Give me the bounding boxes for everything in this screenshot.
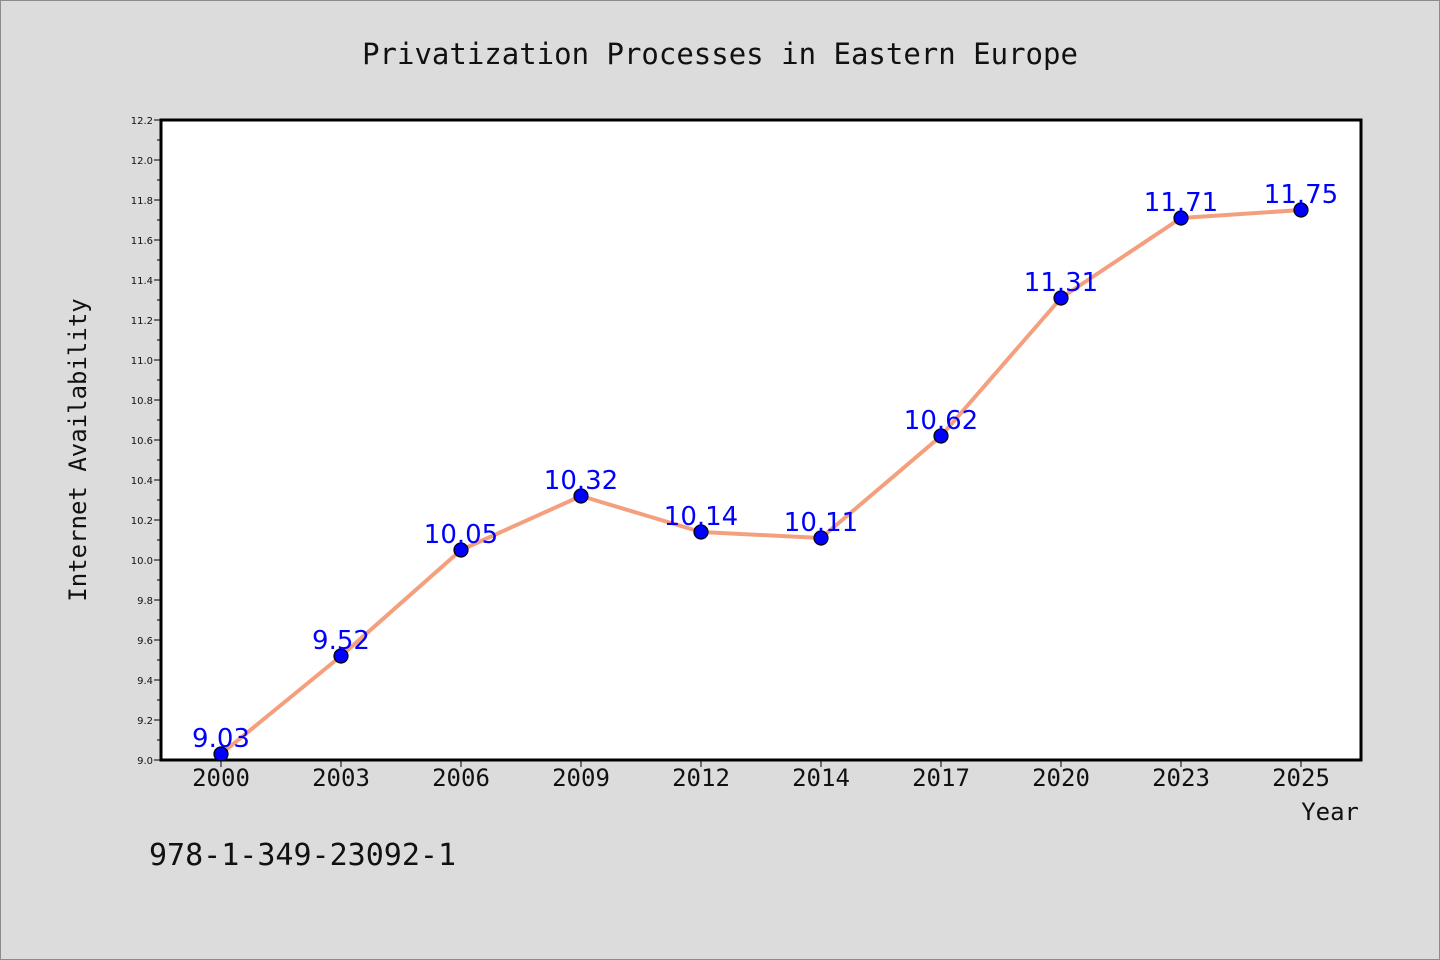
data-point [1293,202,1309,218]
x-axis-label: Year [1301,798,1359,826]
x-tick-label: 2009 [552,764,610,792]
y-tick-label: 10.2 [131,516,153,527]
x-tick-label: 2020 [1032,764,1090,792]
data-label: 11.31 [1024,268,1098,298]
data-point [453,542,469,558]
y-tick-label: 10.0 [131,556,153,567]
data-point [573,488,589,504]
data-point [1053,290,1069,306]
data-label: 9.52 [312,626,370,656]
data-label: 10.11 [784,508,858,538]
data-label: 9.03 [192,724,250,754]
data-point [813,530,829,546]
series-line [219,208,1303,756]
plot-area [159,118,1363,762]
y-axis-label: Internet Availability [64,298,92,601]
data-label: 10.62 [904,406,978,436]
chart-title: Privatization Processes in Eastern Europ… [362,37,1078,71]
data-point [933,428,949,444]
y-tick-label: 11.8 [131,196,153,207]
y-tick-label: 11.0 [131,356,153,367]
x-tick-label: 2025 [1272,764,1330,792]
y-tick-label: 11.6 [131,236,153,247]
x-tick-label: 2000 [192,764,250,792]
data-label: 11.75 [1264,180,1338,210]
x-tick-label: 2017 [912,764,970,792]
data-label: 10.05 [424,520,498,550]
y-axis-ticks: 9.0 9.2 9.4 9.6 9.8 10.0 10.2 10.4 10.6 10.8 11.0 1… [131,116,161,767]
y-tick-label: 9.6 [137,636,153,647]
y-tick-label: 11.2 [131,316,153,327]
y-tick-label: 9.4 [137,676,153,687]
data-label: 10.14 [664,502,738,532]
data-label: 10.32 [544,466,618,496]
x-tick-label: 2014 [792,764,850,792]
y-tick-label: 9.8 [137,596,153,607]
data-point [1173,210,1189,226]
isbn-text: 978-1-349-23092-1 [149,838,456,873]
series-group: 9.03 9.52 10.05 10.32 10.14 10.11 10.62 11.31 11… [192,180,1338,762]
x-tick-label: 2023 [1152,764,1210,792]
y-tick-label: 10.4 [131,476,153,487]
y-tick-label: 11.4 [131,276,153,287]
x-axis-ticks: 2000 2003 2006 2009 2012 2014 2017 2020 2023 2025 [192,760,1330,792]
data-point [693,524,709,540]
y-tick-label: 12.2 [131,116,153,127]
y-tick-label: 9.0 [137,756,153,767]
y-tick-label: 10.8 [131,396,153,407]
y-tick-label: 10.6 [131,436,153,447]
data-point [333,648,349,664]
data-label: 11.71 [1144,188,1218,218]
y-tick-label: 12.0 [131,156,153,167]
y-tick-label: 9.2 [137,716,153,727]
x-tick-label: 2006 [432,764,490,792]
x-tick-label: 2012 [672,764,730,792]
x-tick-label: 2003 [312,764,370,792]
data-point [213,746,229,762]
